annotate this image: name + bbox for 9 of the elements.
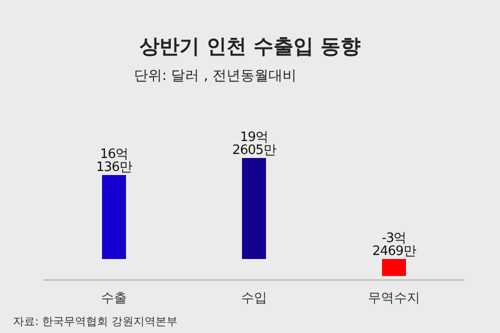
- x-tick-label: 수출: [101, 291, 127, 306]
- chart-subtitle: 단위: 달러 , 전년동월대비: [134, 68, 297, 84]
- x-tick-label: 무역수지: [368, 291, 420, 306]
- x-tick-label: 수입: [241, 291, 267, 306]
- data-label: 16억 136만: [96, 147, 132, 176]
- data-label: 19억 2605만: [232, 130, 276, 158]
- data-label: -3억 2469만: [372, 231, 416, 259]
- chart-title: 상반기 인천 수출입 동향: [140, 34, 360, 58]
- text: 자료: 한국무역협회 강원지역본부: [13, 315, 178, 328]
